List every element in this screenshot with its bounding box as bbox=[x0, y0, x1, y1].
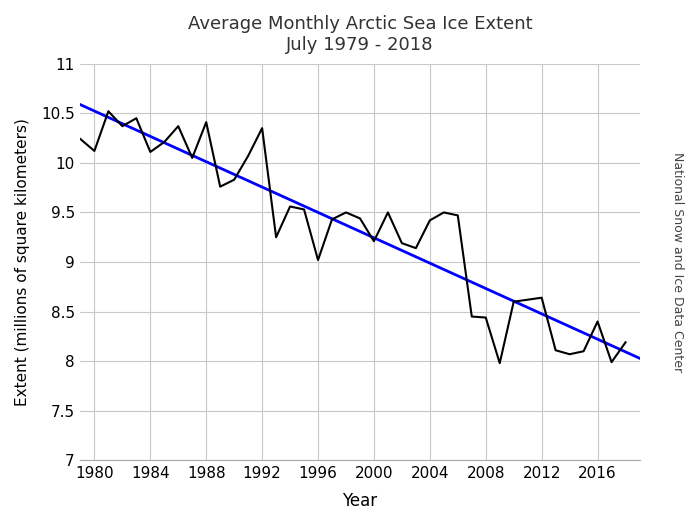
X-axis label: Year: Year bbox=[342, 492, 377, 510]
Y-axis label: Extent (millions of square kilometers): Extent (millions of square kilometers) bbox=[15, 118, 30, 406]
Title: Average Monthly Arctic Sea Ice Extent
July 1979 - 2018: Average Monthly Arctic Sea Ice Extent Ju… bbox=[188, 15, 532, 54]
Text: National Snow and Ice Data Center: National Snow and Ice Data Center bbox=[671, 152, 685, 372]
